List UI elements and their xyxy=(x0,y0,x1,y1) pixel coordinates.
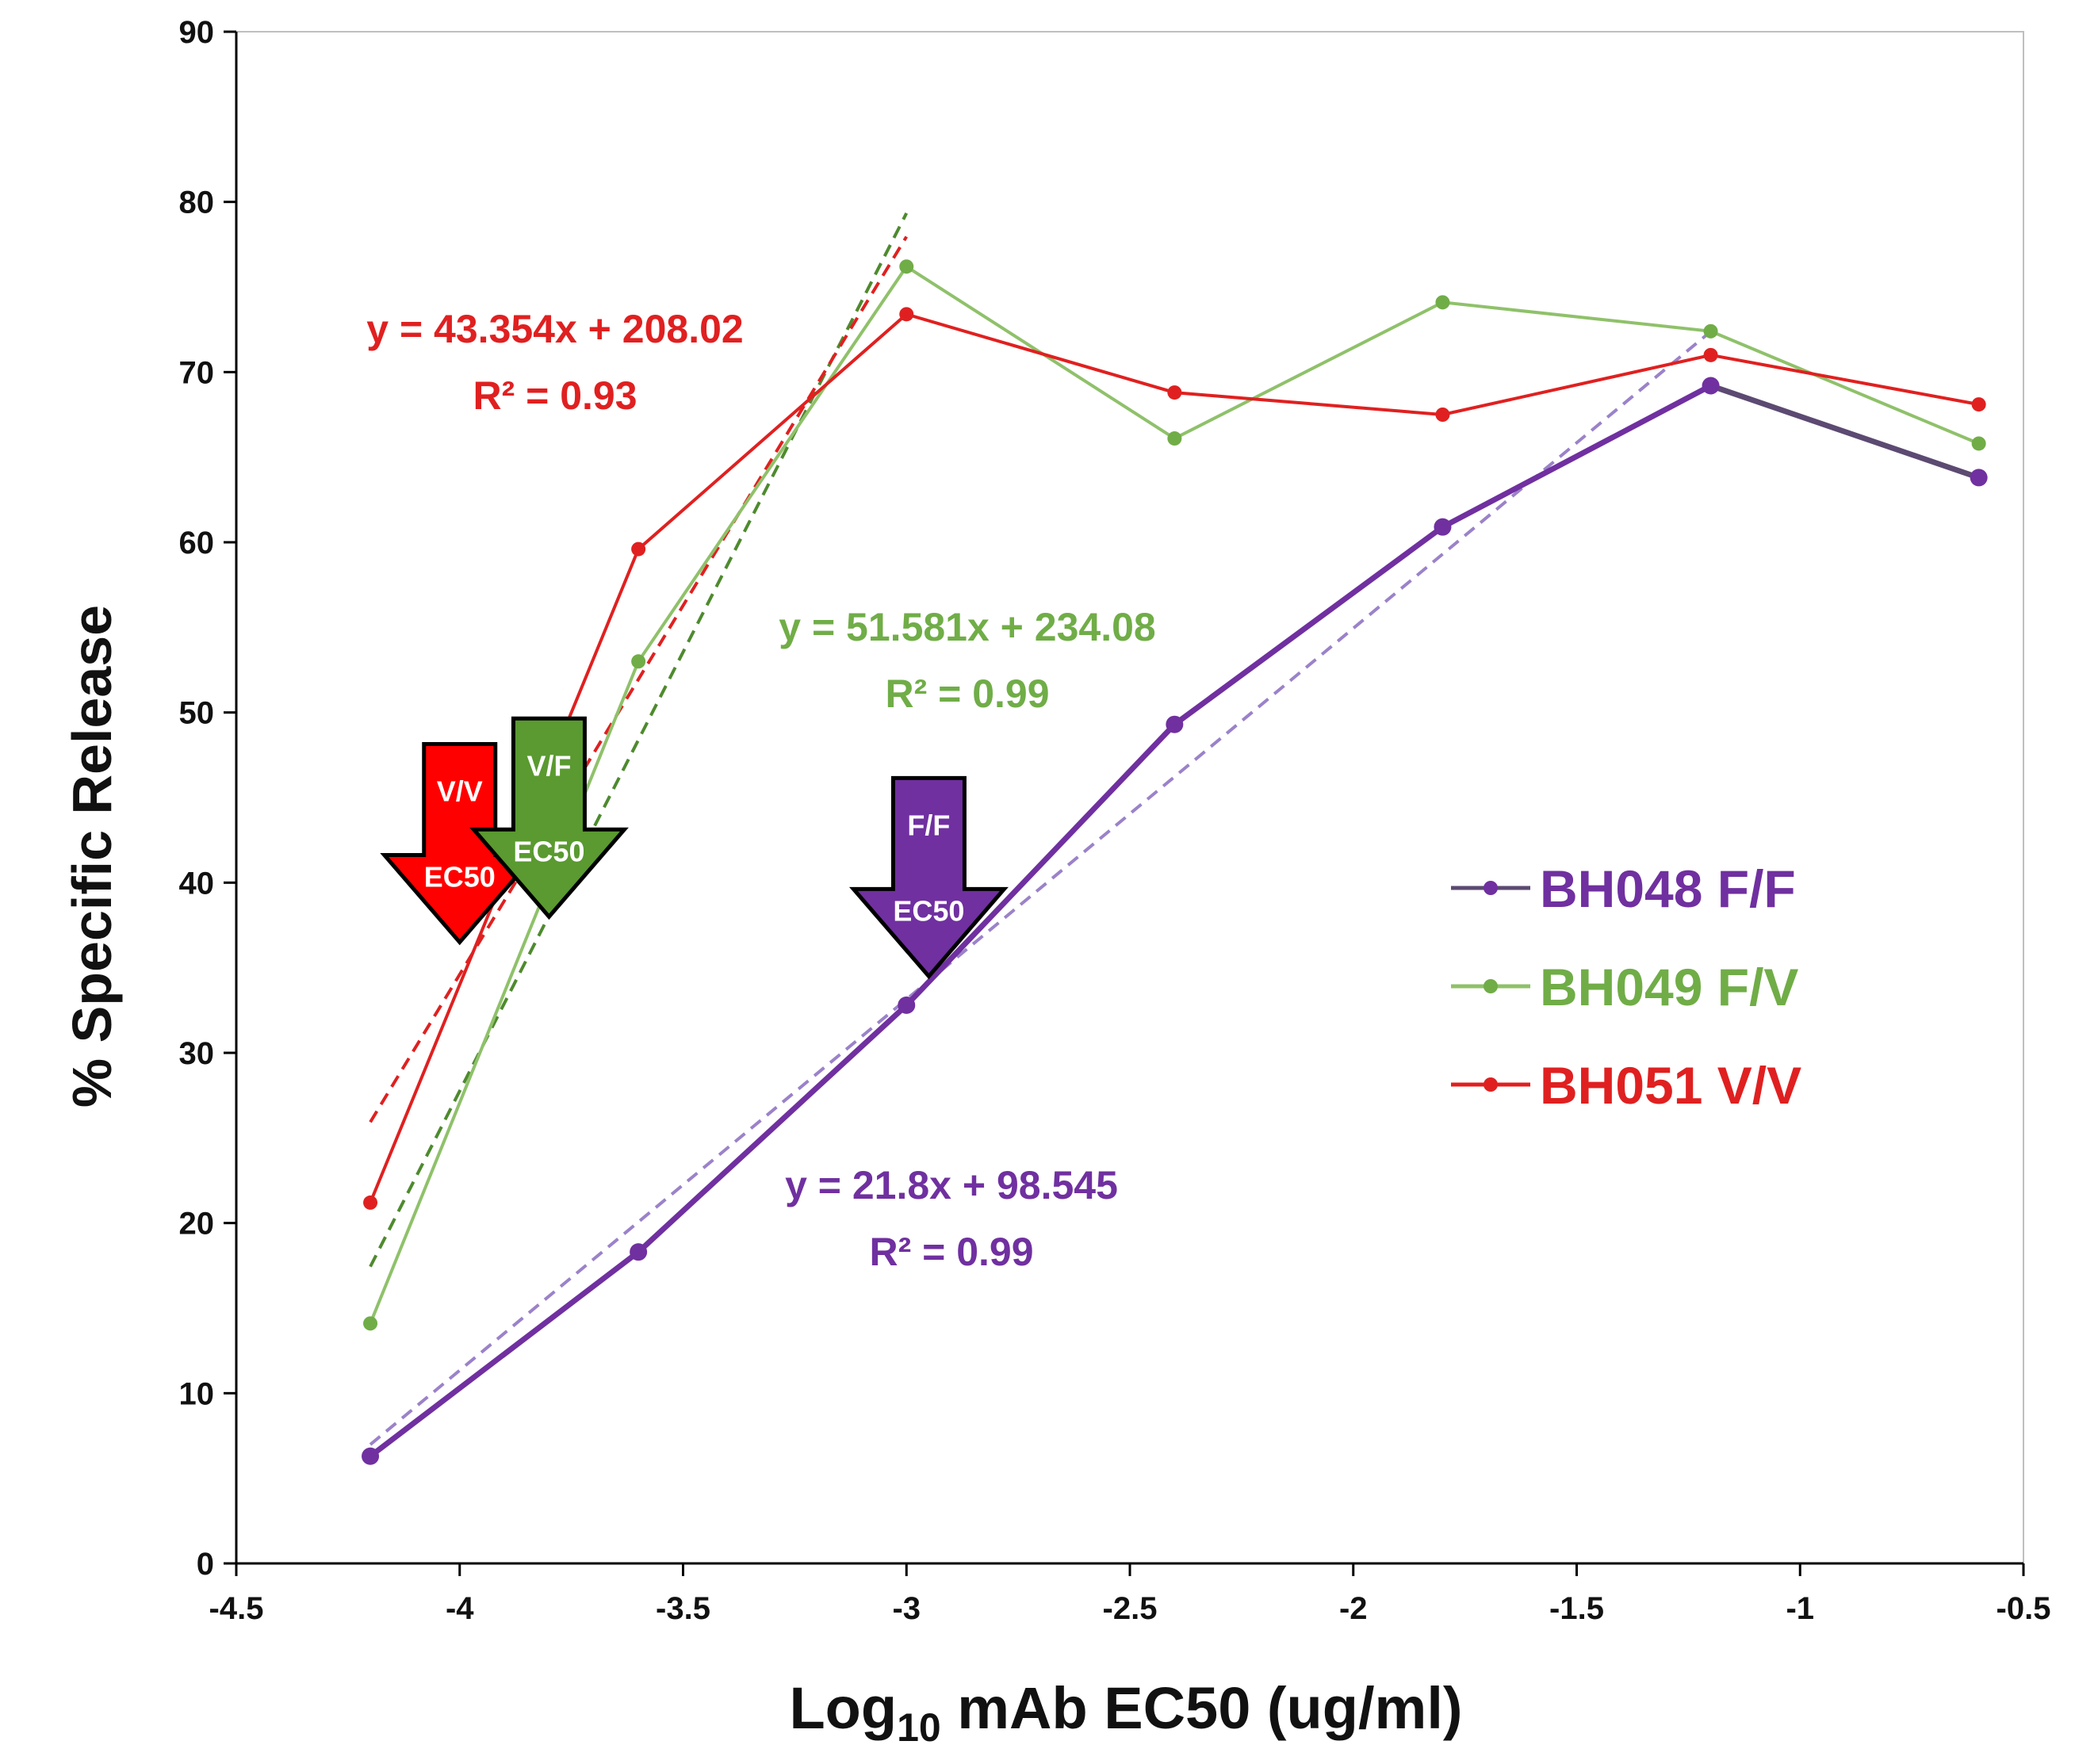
ec50-arrow-3 xyxy=(848,775,1009,980)
ec50-arrow-label: EC50 xyxy=(424,860,496,893)
data-point-bh051 xyxy=(899,307,914,322)
legend-marker xyxy=(1484,1077,1498,1092)
data-point-bh049 xyxy=(899,259,914,274)
x-tick-label: -3.5 xyxy=(656,1591,710,1626)
y-axis-title: % Specific Release xyxy=(61,605,123,1108)
data-point-bh049 xyxy=(363,1316,378,1331)
data-point-bh048 xyxy=(362,1447,380,1465)
r-squared-label: R² = 0.99 xyxy=(885,672,1049,716)
data-point-bh051 xyxy=(363,1195,378,1210)
data-point-bh049 xyxy=(1167,431,1182,446)
trendline-2 xyxy=(369,212,909,1268)
series-line-bh048-tail xyxy=(1709,383,1980,480)
trend-equation: y = 51.581x + 234.08 xyxy=(779,605,1155,649)
data-point-bh051 xyxy=(631,541,646,557)
ec50-arrow-2 xyxy=(469,716,629,920)
data-point-bh049 xyxy=(1703,323,1718,339)
data-point-bh051 xyxy=(1435,408,1450,422)
x-axis-title: Log10 mAb EC50 (ug/ml) xyxy=(789,1675,1462,1750)
ec50-arrow-label: EC50 xyxy=(893,894,964,927)
equation-labels: y = 21.8x + 98.545 R² = 0.99 y = 51.581x +… xyxy=(366,307,1155,1274)
data-point-bh048 xyxy=(1434,518,1452,536)
ec50-arrow-label: V/F xyxy=(526,749,571,782)
y-tick-label: 30 xyxy=(179,1036,215,1071)
ec50-arrow-label: F/F xyxy=(907,809,950,841)
data-point-bh048 xyxy=(1166,715,1184,733)
ec50-arrow-1 xyxy=(380,741,540,946)
axes: 0 10 20 30 40 50 60 70 80 90 -4.5 -4 -3.5 -3 -2.5 -2 -1.… xyxy=(179,15,2051,1626)
data-point-bh049 xyxy=(1435,295,1450,310)
x-axis-title-main: Log xyxy=(789,1675,897,1741)
series-line-bh048 xyxy=(368,383,1713,1459)
y-tick-label: 60 xyxy=(179,526,215,561)
data-point-bh048 xyxy=(1970,469,1988,487)
trendline-3 xyxy=(369,235,908,1123)
y-tick-label: 20 xyxy=(179,1207,215,1242)
y-tick-label: 0 xyxy=(197,1547,214,1582)
ec50-markers: V/V EC50 V/F EC50 F/F EC50 xyxy=(380,716,1009,980)
legend-label: BH049 F/V xyxy=(1540,958,1798,1016)
y-tick-label: 70 xyxy=(179,355,215,390)
trendlines xyxy=(369,212,1712,1446)
y-tick-label: 40 xyxy=(179,866,215,901)
trendline-1 xyxy=(369,330,1712,1446)
legend: BH048 F/F BH049 F/V BH051 V/V xyxy=(1451,859,1801,1115)
x-tick-label: -2 xyxy=(1339,1591,1368,1626)
data-point-bh048 xyxy=(630,1243,648,1261)
data-series xyxy=(362,259,1988,1465)
data-point-bh051 xyxy=(1167,385,1182,400)
x-tick-label: -0.5 xyxy=(1997,1591,2051,1626)
y-tick-label: 90 xyxy=(179,15,215,50)
data-point-bh048 xyxy=(1702,377,1720,395)
trend-equation: y = 43.354x + 208.02 xyxy=(366,307,743,351)
series-line-bh049 xyxy=(369,264,1980,1325)
x-axis-title-subscript: 10 xyxy=(897,1705,941,1750)
y-tick-label: 10 xyxy=(179,1376,215,1411)
r-squared-label: R² = 0.99 xyxy=(869,1230,1033,1274)
y-tick-label: 50 xyxy=(179,696,215,731)
y-tick-label: 80 xyxy=(179,186,215,220)
x-tick-label: -4 xyxy=(446,1591,474,1626)
legend-label: BH051 V/V xyxy=(1540,1056,1801,1115)
ec50-arrow-label: EC50 xyxy=(513,835,584,867)
data-point-bh049 xyxy=(631,654,646,669)
ec50-arrow-label: V/V xyxy=(437,775,483,807)
x-tick-label: -1.5 xyxy=(1549,1591,1604,1626)
legend-marker xyxy=(1484,881,1498,895)
r-squared-label: R² = 0.93 xyxy=(473,373,637,418)
x-tick-label: -4.5 xyxy=(209,1591,264,1626)
data-point-bh049 xyxy=(1971,436,1986,451)
data-point-bh051 xyxy=(1971,397,1986,412)
data-point-bh048 xyxy=(898,996,916,1014)
x-tick-label: -1 xyxy=(1786,1591,1814,1626)
x-tick-label: -3 xyxy=(892,1591,921,1626)
data-point-bh051 xyxy=(1703,347,1718,362)
legend-label: BH048 F/F xyxy=(1540,859,1796,918)
x-tick-label: -2.5 xyxy=(1103,1591,1158,1626)
legend-marker xyxy=(1484,979,1498,993)
x-axis-title-rest: mAb EC50 (ug/ml) xyxy=(941,1675,1463,1741)
trend-equation: y = 21.8x + 98.545 xyxy=(785,1163,1118,1207)
